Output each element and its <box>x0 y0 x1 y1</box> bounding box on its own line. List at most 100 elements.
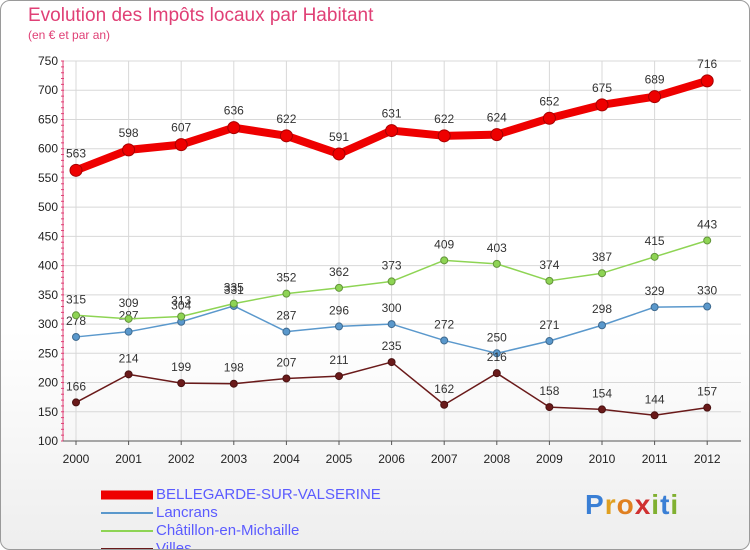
data-label: 362 <box>329 265 349 279</box>
data-label: 403 <box>487 241 507 255</box>
x-tick-label: 2002 <box>168 452 195 466</box>
data-point <box>440 400 449 409</box>
logo-letter: P <box>585 489 605 520</box>
x-tick-label: 2004 <box>273 452 300 466</box>
data-point <box>332 147 346 161</box>
legend-swatch <box>101 548 153 549</box>
data-point <box>700 74 714 88</box>
data-label: 598 <box>119 126 139 140</box>
data-label: 287 <box>276 309 296 323</box>
x-tick-label: 2007 <box>431 452 458 466</box>
y-tick-label: 200 <box>38 376 58 390</box>
data-point <box>72 398 80 407</box>
data-point <box>124 327 133 336</box>
x-tick-label: 2000 <box>63 452 90 466</box>
data-label: 207 <box>276 355 296 369</box>
data-label: 335 <box>224 281 244 295</box>
data-label: 443 <box>697 217 717 231</box>
data-label: 298 <box>592 302 612 316</box>
data-label: 716 <box>697 57 717 71</box>
data-point <box>650 303 659 312</box>
logo-letter: x <box>634 489 652 520</box>
data-point <box>282 374 291 383</box>
data-label: 415 <box>645 234 665 248</box>
y-tick-label: 550 <box>38 171 58 185</box>
data-point <box>279 129 293 143</box>
data-point <box>335 372 343 381</box>
data-label: 199 <box>171 360 191 374</box>
data-point <box>335 283 343 292</box>
data-point <box>440 256 449 265</box>
data-point <box>122 143 136 157</box>
data-label: 214 <box>119 351 139 365</box>
chart-title: Evolution des Impôts locaux par Habitant <box>28 5 374 26</box>
data-point <box>229 379 238 388</box>
data-label: 591 <box>329 130 349 144</box>
y-tick-label: 250 <box>38 346 58 360</box>
logo-letter: o <box>616 489 635 520</box>
data-point <box>387 277 396 286</box>
y-tick-label: 500 <box>38 200 58 214</box>
data-label: 373 <box>382 258 402 272</box>
data-point <box>69 163 83 177</box>
data-label: 166 <box>66 379 86 393</box>
y-tick-label: 350 <box>38 288 58 302</box>
data-point <box>650 411 659 420</box>
data-point <box>385 124 399 138</box>
data-label: 309 <box>119 296 139 310</box>
data-label: 563 <box>66 146 86 160</box>
x-tick-label: 2009 <box>536 452 563 466</box>
logo-letter: r <box>604 489 617 520</box>
y-tick-label: 750 <box>38 54 58 68</box>
y-tick-label: 400 <box>38 259 58 273</box>
data-point <box>177 379 186 388</box>
y-tick-label: 450 <box>38 229 58 243</box>
data-point <box>72 311 80 320</box>
data-label: 374 <box>539 258 559 272</box>
data-label: 409 <box>434 237 454 251</box>
data-label: 631 <box>382 107 402 121</box>
data-point <box>437 129 451 143</box>
data-point <box>542 111 556 125</box>
x-tick-label: 2003 <box>220 452 247 466</box>
data-point <box>703 403 712 412</box>
y-tick-label: 700 <box>38 83 58 97</box>
legend-swatch <box>101 512 153 514</box>
data-point <box>387 320 396 329</box>
y-tick-label: 300 <box>38 317 58 331</box>
proxiti-logo: Proxiti <box>585 489 679 521</box>
data-label: 250 <box>487 330 507 344</box>
data-point <box>440 336 449 345</box>
data-point <box>545 403 554 412</box>
legend-label: BELLEGARDE-SUR-VALSERINE <box>156 486 381 503</box>
data-point <box>492 259 501 268</box>
data-label: 304 <box>171 299 191 313</box>
data-point <box>650 252 659 261</box>
data-point <box>282 327 291 336</box>
data-label: 636 <box>224 104 244 118</box>
data-label: 622 <box>276 112 296 126</box>
legend-label: Villes <box>156 540 192 550</box>
y-tick-label: 650 <box>38 112 58 126</box>
data-point <box>598 405 606 414</box>
data-label: 387 <box>592 250 612 264</box>
data-label: 272 <box>434 317 454 331</box>
data-point <box>282 289 291 298</box>
data-label: 352 <box>276 271 296 285</box>
data-label: 154 <box>592 386 612 400</box>
data-label: 313 <box>171 293 191 307</box>
series-1: 278287304331287296300272250271298329330 <box>66 283 718 358</box>
x-tick-label: 2005 <box>326 452 353 466</box>
data-point <box>648 90 662 104</box>
data-point <box>177 312 186 321</box>
legend-swatch <box>101 490 153 500</box>
data-label: 216 <box>487 350 507 364</box>
data-point <box>335 322 343 331</box>
data-point <box>124 314 133 323</box>
data-point <box>492 369 501 378</box>
data-point <box>227 121 241 135</box>
series-2: 315 309 313 335 352 362 373 409 403 374 387 415 443 <box>66 217 718 323</box>
x-tick-label: 2012 <box>694 452 721 466</box>
data-label: 278 <box>66 314 86 328</box>
